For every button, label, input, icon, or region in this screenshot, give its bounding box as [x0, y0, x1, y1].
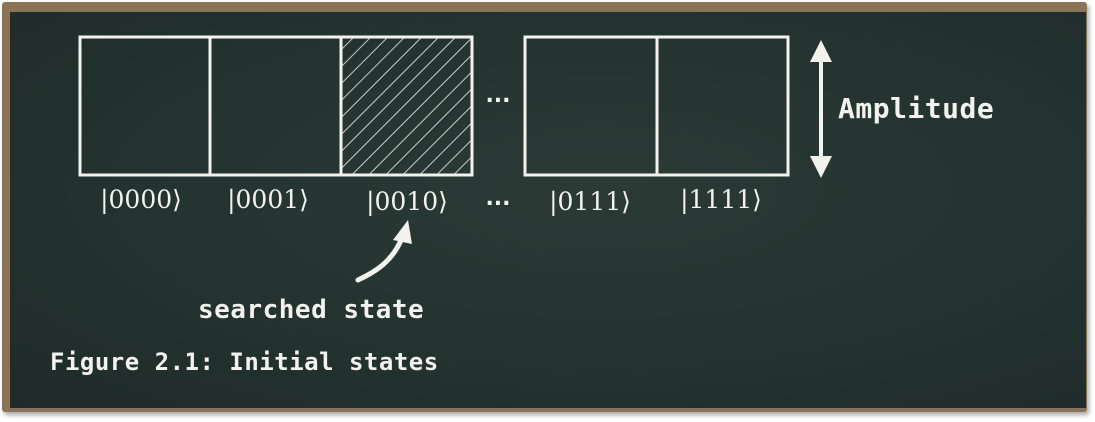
ellipsis-top: ...: [485, 83, 510, 108]
figure-caption: Figure 2.1: Initial states: [50, 348, 439, 376]
state-box-1111: [655, 35, 790, 177]
state-label-0111: |0111⟩: [549, 187, 631, 217]
ellipsis-bottom: ...: [485, 186, 510, 211]
state-box-0001: [208, 35, 343, 177]
searched-state-label: searched state: [198, 295, 424, 325]
state-label-0010: |0010⟩: [366, 187, 448, 217]
state-box-0000: [78, 35, 212, 177]
amplitude-arrow: [810, 40, 832, 178]
state-label-0001: |0001⟩: [227, 185, 309, 215]
searched-state-arrow: [355, 220, 412, 283]
amplitude-label: Amplitude: [838, 92, 994, 125]
state-box-0111: [523, 35, 659, 177]
state-label-1111: |1111⟩: [680, 185, 762, 215]
state-box-0010-hatched: [339, 35, 474, 177]
state-label-0000: |0000⟩: [100, 185, 182, 215]
chalkboard: [10, 12, 1086, 408]
